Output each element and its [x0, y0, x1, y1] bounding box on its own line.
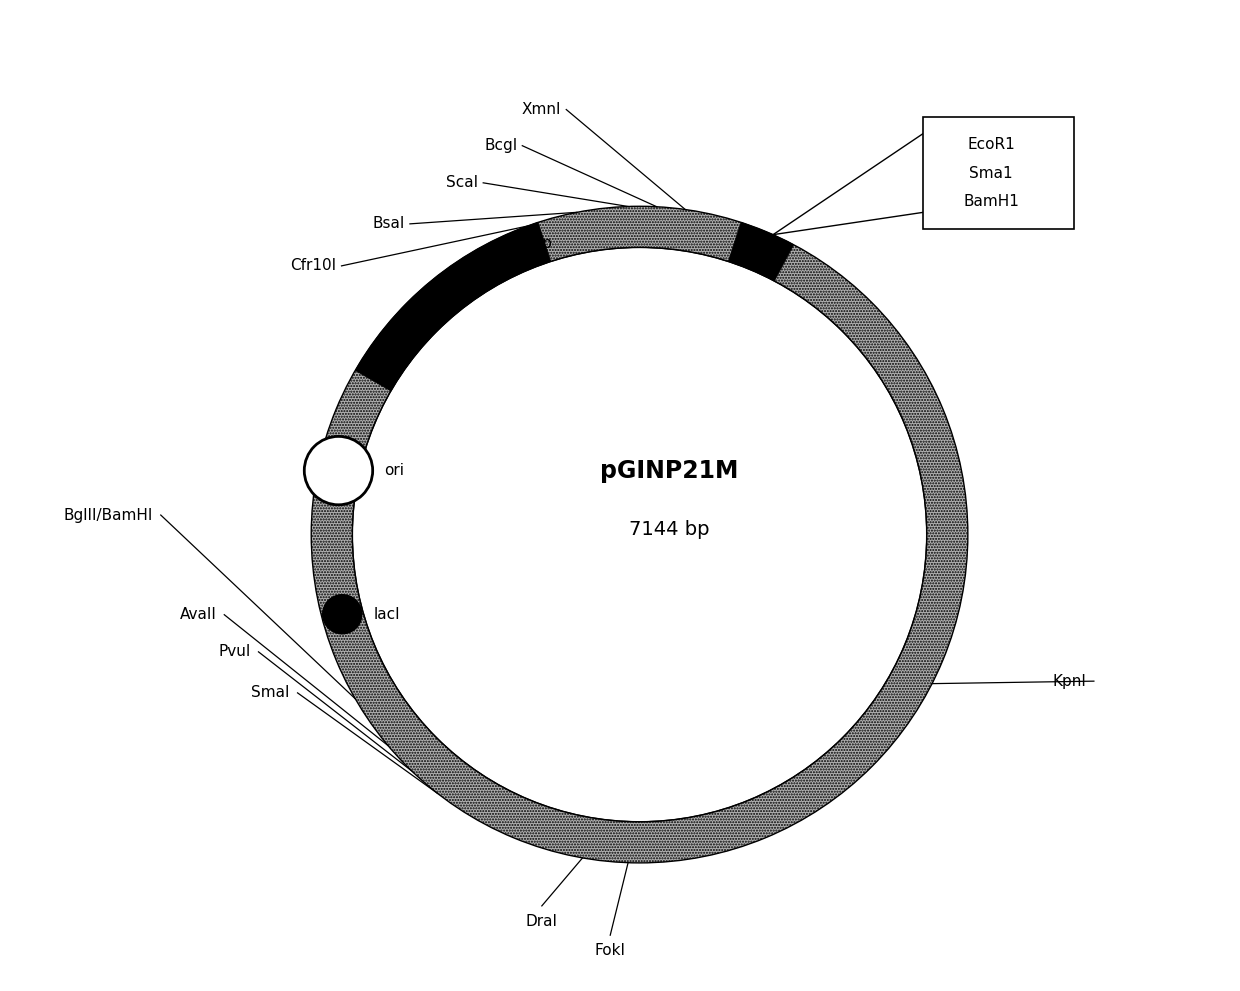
Text: pGINP21M: pGINP21M	[600, 459, 738, 483]
Text: BsaI: BsaI	[373, 216, 405, 231]
Bar	[923, 117, 1074, 229]
Text: AvaII: AvaII	[180, 607, 217, 622]
Text: KpnI: KpnI	[1053, 674, 1086, 689]
Text: BamH1: BamH1	[963, 193, 1019, 209]
Circle shape	[322, 595, 362, 634]
Text: Amp: Amp	[517, 236, 552, 251]
Text: BcgI: BcgI	[484, 138, 517, 154]
Text: 7144 bp: 7144 bp	[629, 520, 709, 539]
Text: PvuI: PvuI	[218, 644, 250, 659]
Text: BglII/BamHI: BglII/BamHI	[63, 507, 153, 522]
Wedge shape	[311, 206, 968, 863]
Text: XmnI: XmnI	[522, 102, 562, 117]
Text: DraI: DraI	[526, 914, 558, 929]
Circle shape	[304, 436, 373, 504]
Wedge shape	[355, 222, 551, 390]
Text: EcoR1: EcoR1	[967, 138, 1014, 153]
Text: Sma1: Sma1	[970, 165, 1013, 180]
Wedge shape	[728, 222, 794, 280]
Text: SmaI: SmaI	[252, 686, 290, 701]
Text: Cfr10I: Cfr10I	[290, 259, 336, 274]
Text: FokI: FokI	[595, 943, 626, 958]
Text: ScaI: ScaI	[446, 175, 479, 190]
Text: ori: ori	[384, 463, 404, 478]
Text: lacI: lacI	[373, 606, 401, 621]
